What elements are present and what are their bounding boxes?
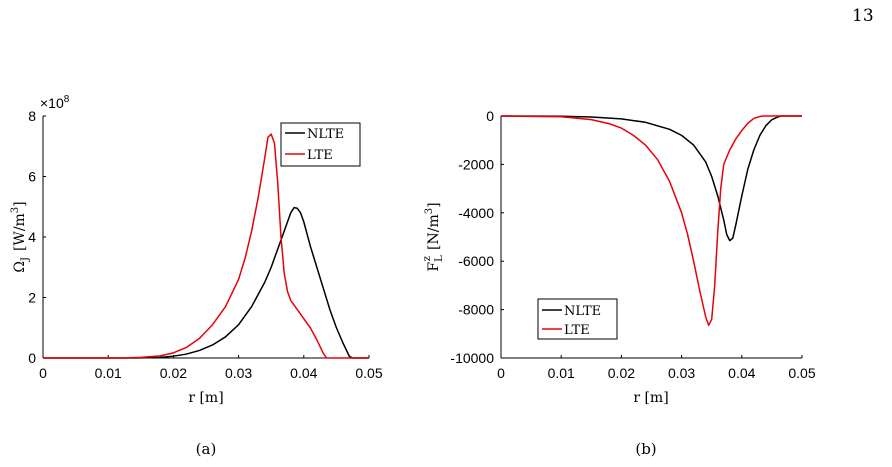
legend-label-lte-a: LTE bbox=[307, 148, 333, 163]
x-tick-label-a: 0.03 bbox=[225, 365, 252, 381]
y-tick-label-a: 8 bbox=[28, 108, 36, 124]
x-tick-label-a: 0 bbox=[39, 365, 47, 381]
y-tick-label-b: 0 bbox=[486, 108, 494, 124]
x-tick-label-b: 0 bbox=[497, 365, 505, 381]
y-tick-label-a: 6 bbox=[28, 169, 36, 185]
y-label-close: ] bbox=[426, 202, 442, 207]
legend-label-lte-b: LTE bbox=[564, 323, 590, 338]
series-line-lte-a bbox=[43, 133, 369, 359]
y-tick-label-b: -10000 bbox=[450, 350, 494, 366]
y-label-supz: z bbox=[422, 256, 433, 261]
y-label-sub: J bbox=[20, 257, 31, 262]
y-label-sup: 3 bbox=[424, 208, 435, 214]
y-multiplier-exp: 8 bbox=[64, 94, 70, 105]
y-tick-label-b: -2000 bbox=[458, 156, 494, 172]
y-label-unit: [N/m bbox=[426, 214, 442, 250]
y-label-main: F bbox=[426, 262, 442, 272]
y-label-main: Ω bbox=[12, 261, 28, 273]
caption-a: (a) bbox=[195, 440, 217, 458]
x-tick-label-b: 0.03 bbox=[668, 365, 695, 381]
page-number: 13 bbox=[852, 6, 874, 26]
axes-b: 0 0.01 0.02 0.03 0.04 0.05 0 -2000 -4000 -6000 -80… bbox=[450, 108, 815, 381]
y-tick-label-b: -4000 bbox=[458, 205, 494, 221]
y-label-sup: 3 bbox=[10, 207, 21, 213]
x-tick-label-b: 0.02 bbox=[608, 365, 635, 381]
x-tick-label-a: 0.05 bbox=[355, 365, 382, 381]
y-label-unit: [W/m bbox=[12, 213, 28, 251]
chart-panel-a: ×108 ΩJ [W/m3] r [m] 0 0.01 0.02 0.03 0.04 0.0… bbox=[10, 94, 383, 406]
chart-panel-b: FLz [N/m3] r [m] 0 0.01 0.02 0.03 0.04 0.05 0 -2… bbox=[422, 108, 816, 406]
y-tick-label-b: -6000 bbox=[458, 253, 494, 269]
y-multiplier-a: ×108 bbox=[40, 94, 70, 111]
x-tick-label-b: 0.05 bbox=[788, 365, 815, 381]
legend-box-b bbox=[537, 298, 618, 340]
x-tick-label-a: 0.04 bbox=[290, 365, 317, 381]
y-label-sub: L bbox=[434, 255, 445, 262]
x-tick-label-b: 0.04 bbox=[728, 365, 755, 381]
series-line-lte-b bbox=[500, 115, 802, 327]
x-tick-label-a: 0.01 bbox=[95, 365, 122, 381]
y-tick-label-a: 0 bbox=[28, 350, 36, 366]
x-axis-label-a: r [m] bbox=[188, 390, 223, 406]
y-tick-label-a: 2 bbox=[28, 290, 36, 306]
axes-a: 0 0.01 0.02 0.03 0.04 0.05 0 2 4 6 8 bbox=[28, 108, 383, 381]
y-label-close: ] bbox=[12, 201, 28, 206]
y-tick-label-b: -8000 bbox=[458, 302, 494, 318]
y-axis-label-a: ΩJ [W/m3] bbox=[10, 201, 31, 272]
legend-label-nlte-a: NLTE bbox=[307, 127, 344, 142]
x-tick-label-a: 0.02 bbox=[160, 365, 187, 381]
y-tick-label-a: 4 bbox=[28, 229, 36, 245]
x-tick-label-b: 0.01 bbox=[548, 365, 575, 381]
caption-b: (b) bbox=[635, 440, 657, 458]
y-axis-label-b: FLz [N/m3] bbox=[422, 202, 445, 271]
y-multiplier-base: ×10 bbox=[40, 95, 64, 111]
series-line-nlte-b bbox=[500, 115, 802, 242]
legend-box-a bbox=[280, 122, 361, 167]
legend-label-nlte-b: NLTE bbox=[564, 304, 601, 319]
legend-b: NLTE LTE bbox=[537, 298, 618, 340]
series-line-nlte-a bbox=[43, 206, 369, 359]
x-axis-label-b: r [m] bbox=[633, 390, 668, 406]
legend-a: NLTE LTE bbox=[280, 122, 361, 167]
